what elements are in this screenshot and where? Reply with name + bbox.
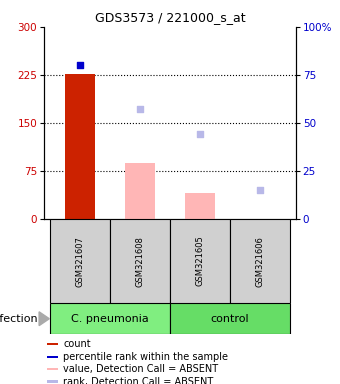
Text: value, Detection Call = ABSENT: value, Detection Call = ABSENT (63, 364, 218, 374)
Bar (50, 303, 170, 334)
Text: infection: infection (0, 314, 37, 324)
Text: C. pneumonia: C. pneumonia (71, 314, 149, 324)
Bar (47, 356, 58, 358)
Text: GSM321605: GSM321605 (195, 236, 204, 286)
Text: percentile rank within the sample: percentile rank within the sample (63, 352, 228, 362)
Bar (230, 219, 290, 303)
Point (197, 131, 203, 137)
Bar (110, 219, 170, 303)
Text: rank, Detection Call = ABSENT: rank, Detection Call = ABSENT (63, 377, 213, 384)
Bar (185, 193, 215, 219)
Text: count: count (63, 339, 91, 349)
Bar (50, 219, 110, 303)
Text: GSM321606: GSM321606 (255, 236, 265, 286)
Polygon shape (39, 312, 49, 326)
Bar (47, 368, 58, 370)
Text: GSM321607: GSM321607 (75, 236, 85, 286)
Title: GDS3573 / 221000_s_at: GDS3573 / 221000_s_at (95, 11, 245, 24)
Text: GSM321608: GSM321608 (136, 236, 144, 286)
Bar (125, 163, 155, 219)
Point (257, 187, 262, 193)
Bar (170, 303, 290, 334)
Point (137, 106, 143, 113)
Bar (65, 74, 95, 219)
Point (78, 62, 83, 68)
Bar (47, 381, 58, 383)
Bar (170, 219, 230, 303)
Bar (47, 343, 58, 345)
Text: control: control (210, 314, 249, 324)
